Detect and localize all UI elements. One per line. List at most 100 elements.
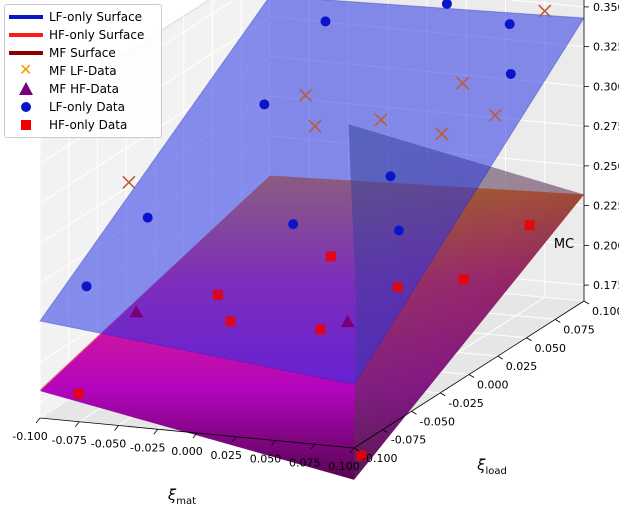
mf-lf-data-point-2	[308, 119, 322, 133]
y-tick-mark-0	[353, 447, 360, 452]
x-tick-label-2: -0.050	[91, 438, 126, 451]
legend-key-lf-surface	[9, 10, 43, 24]
legend-item-mf-lf-data: ✕ MF LF-Data	[9, 62, 157, 80]
hf-only-data-point-3	[325, 251, 336, 262]
legend-item-lf-surface: LF-only Surface	[9, 8, 157, 26]
y-tick-mark-2	[411, 410, 417, 415]
legend-item-mf-surface: MF Surface	[9, 44, 157, 62]
mf-lf-data-point-3	[374, 113, 388, 127]
y-tick-label-1: -0.075	[391, 434, 426, 447]
y-tick-label-4: 0.000	[477, 379, 509, 392]
z-tick-label-7: 0.350	[593, 1, 619, 14]
legend-label-mf-hf-data: MF HF-Data	[49, 82, 119, 96]
hf-only-data-point-5	[392, 282, 403, 293]
y-tick-label-3: -0.025	[448, 397, 483, 410]
lf-only-data-point-5	[441, 0, 452, 9]
x-tick-mark-3	[153, 429, 159, 435]
lf-only-data-point-2	[320, 16, 331, 27]
back-grid-z-7	[506, 0, 585, 8]
mf-lf-data-point-1	[299, 88, 313, 102]
mf-lf-data-point-5	[488, 108, 502, 122]
lf-only-data-point-7	[504, 19, 515, 30]
z-tick-label-0: 0.175	[593, 279, 619, 292]
x-tick-label-1: -0.075	[52, 434, 87, 447]
z-tick-label-6: 0.325	[593, 41, 619, 54]
legend-item-hf-only-data: HF-only Data	[9, 116, 157, 134]
y-tick-mark-8	[583, 300, 590, 305]
mf-lf-data-point-0	[122, 175, 136, 189]
y-tick-mark-6	[526, 337, 532, 342]
y-tick-mark-3	[440, 392, 446, 397]
legend-key-triangle-marker	[9, 82, 43, 96]
x-tick-mark-7	[310, 444, 316, 450]
lf-only-data-point-6	[385, 171, 396, 182]
legend-item-hf-surface: HF-only Surface	[9, 26, 157, 44]
y-tick-label-8: 0.100	[592, 305, 619, 318]
lf-only-data-point-0	[142, 212, 153, 223]
x-tick-mark-0	[35, 417, 41, 424]
legend-label-lf-surface: LF-only Surface	[49, 10, 143, 24]
legend-label-mf-surface: MF Surface	[49, 46, 116, 60]
x-tick-mark-2	[114, 425, 119, 431]
legend-label-lf-only-data: LF-only Data	[49, 100, 125, 114]
z-tick-label-2: 0.225	[593, 200, 619, 213]
mf-lf-data-point-4	[456, 76, 470, 90]
x-tick-label-5: 0.025	[211, 449, 243, 462]
y-tick-label-6: 0.050	[535, 342, 567, 355]
legend-label-mf-lf-data: MF LF-Data	[49, 64, 117, 78]
y-tick-label-2: -0.050	[420, 415, 455, 428]
z-tick-label-3: 0.250	[593, 160, 619, 173]
x-tick-mark-8	[349, 447, 355, 454]
x-tick-label-0: -0.100	[12, 430, 47, 443]
y-tick-label-7: 0.075	[563, 323, 595, 336]
hf-only-data-point-7	[356, 450, 367, 461]
x-axis-label: ξmat	[167, 486, 196, 507]
mf-lf-data-point-7	[538, 4, 552, 18]
y-tick-label-5: 0.025	[506, 360, 538, 373]
hf-only-data-point-0	[73, 388, 84, 399]
hf-only-data-point-4	[315, 324, 326, 335]
x-tick-label-4: 0.000	[171, 445, 203, 458]
legend-key-x-marker: ✕	[19, 60, 33, 79]
legend-item-lf-only-data: LF-only Data	[9, 98, 157, 116]
mf-lf-data-point-6	[435, 127, 449, 141]
mf-hf-data-point-0	[129, 305, 144, 318]
x-tick-mark-4	[192, 432, 198, 439]
x-tick-label-3: -0.025	[130, 441, 165, 454]
y-tick-label-0: -0.100	[362, 452, 397, 465]
y-tick-mark-5	[497, 355, 503, 360]
legend-key-square-marker	[9, 118, 43, 132]
legend-label-hf-surface: HF-only Surface	[49, 28, 145, 42]
z-tick-label-4: 0.275	[593, 120, 619, 133]
y-tick-mark-1	[382, 429, 388, 433]
chart-legend: LF-only Surface HF-only Surface MF Surfa…	[4, 4, 162, 138]
lf-only-data-point-9	[505, 68, 516, 79]
y-tick-mark-7	[555, 319, 561, 323]
legend-item-mf-hf-data: MF HF-Data	[9, 80, 157, 98]
legend-key-circle-marker	[9, 100, 43, 114]
lf-only-data-point-4	[288, 219, 299, 230]
lf-only-data-point-3	[259, 99, 270, 110]
lf-only-data-point-1	[81, 281, 92, 292]
hf-only-data-point-2	[225, 316, 236, 327]
x-tick-mark-5	[231, 436, 237, 442]
y-axis-label: ξload	[476, 456, 507, 477]
x-tick-mark-6	[271, 440, 276, 446]
hf-only-data-point-8	[524, 220, 535, 231]
lf-only-data-point-8	[393, 225, 404, 236]
legend-key-hf-surface	[9, 28, 43, 42]
z-tick-label-5: 0.300	[593, 80, 619, 93]
hf-only-data-point-6	[458, 274, 469, 285]
z-tick-label-1: 0.200	[593, 239, 619, 252]
x-tick-mark-1	[74, 421, 80, 427]
legend-label-hf-only-data: HF-only Data	[49, 118, 128, 132]
x-tick-label-8: 0.100	[328, 460, 360, 473]
x-tick-label-7: 0.075	[289, 456, 321, 469]
y-tick-mark-4	[468, 374, 475, 378]
legend-key-mf-surface	[9, 46, 43, 60]
mf-hf-data-point-1	[340, 315, 355, 328]
hf-only-data-point-1	[212, 289, 223, 300]
x-tick-label-6: 0.050	[250, 453, 282, 466]
z-axis-label: MC	[554, 237, 574, 252]
